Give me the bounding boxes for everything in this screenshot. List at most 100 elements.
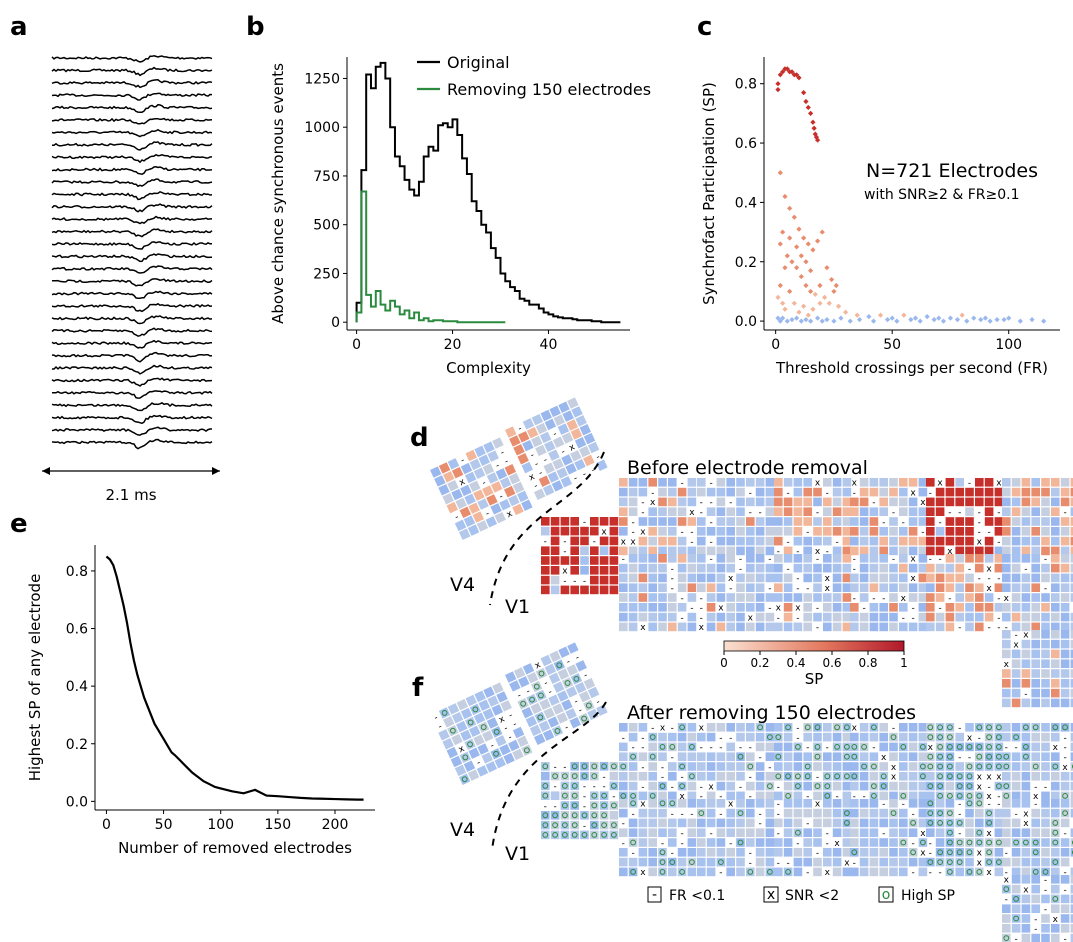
electrode-cell — [832, 478, 842, 487]
electrode-cell — [774, 752, 783, 761]
electrode-cell — [609, 820, 619, 830]
electrode-cell — [1070, 649, 1073, 659]
high-sp-mark — [996, 753, 1002, 760]
electrode-cell — [1051, 732, 1060, 742]
electrode-cell — [842, 742, 852, 752]
electrode-cell — [539, 431, 552, 444]
low-fr-mark: - — [739, 555, 742, 565]
high-sp-mark — [920, 839, 926, 846]
electrode-cell — [813, 791, 822, 801]
electrode-cell — [813, 752, 822, 761]
electrode-cell — [560, 830, 570, 840]
electrode-cell — [590, 526, 599, 536]
electrode-cell — [590, 566, 599, 575]
electrode-cell — [765, 478, 775, 487]
electrode-cell — [706, 583, 716, 592]
low-fr-mark: - — [671, 809, 674, 819]
electrode-cell — [1011, 772, 1021, 781]
electrode-cell — [823, 857, 832, 867]
electrode-cell — [736, 622, 745, 632]
high-sp-mark — [591, 812, 598, 819]
electrode-cell — [638, 517, 648, 526]
electrode-cell — [869, 546, 879, 556]
high-sp-mark — [659, 859, 666, 865]
high-sp-mark — [920, 773, 926, 780]
low-fr-mark: - — [758, 809, 761, 819]
electrode-cell — [726, 762, 735, 771]
electrode-cell — [648, 791, 657, 801]
electrode-cell — [945, 563, 955, 573]
electrode-cell — [687, 867, 697, 877]
electrode-cell — [984, 808, 994, 818]
low-snr-mark: x — [920, 498, 926, 508]
electrode-cell — [975, 838, 984, 847]
electrode-cell — [509, 435, 521, 447]
electrode-cell — [450, 755, 463, 768]
electrode-cell — [774, 583, 783, 592]
low-fr-mark: - — [583, 802, 586, 812]
high-sp-mark — [591, 822, 598, 828]
electrode-cell — [1051, 828, 1060, 837]
electrode-cell — [1070, 554, 1073, 563]
waveform-trace — [51, 327, 213, 337]
electrode-cell — [975, 487, 984, 497]
electrode-cell — [1070, 791, 1073, 801]
low-fr-mark: - — [565, 657, 572, 667]
low-fr-mark: - — [1034, 782, 1037, 792]
y-tick-label: 0.0 — [735, 314, 757, 330]
electrode-cell — [945, 612, 955, 622]
electrode-cell — [668, 517, 677, 526]
low-fr-mark: - — [507, 733, 514, 743]
electrode-cell — [1070, 583, 1073, 592]
electrode-cell — [879, 867, 888, 877]
electrode-cell — [842, 867, 852, 877]
electrode-cell — [918, 573, 928, 583]
electrode-cell — [658, 554, 667, 563]
electrode-cell — [1002, 688, 1011, 698]
electrode-cell — [975, 791, 984, 801]
low-fr-mark: - — [749, 773, 752, 783]
electrode-cell — [889, 781, 898, 791]
electrode-cell — [1002, 732, 1011, 742]
electrode-cell — [869, 573, 879, 583]
electrode-cell — [765, 781, 775, 791]
electrode-cell — [583, 699, 595, 712]
high-sp-mark — [493, 728, 500, 735]
electrode-cell — [517, 490, 529, 503]
scatter-point — [842, 309, 849, 315]
electrode-cell — [697, 848, 706, 857]
electrode-cell — [677, 867, 687, 877]
scatter-point — [784, 66, 790, 72]
electrode-cell — [1002, 772, 1011, 781]
low-fr-mark: - — [882, 594, 885, 604]
low-fr-mark: - — [433, 713, 440, 723]
waveform-trace — [51, 265, 213, 274]
low-fr-mark: - — [641, 508, 644, 518]
high-sp-mark — [564, 680, 571, 686]
high-sp-mark — [927, 724, 934, 731]
electrode-cell — [1031, 554, 1040, 563]
electrode-cell — [697, 554, 706, 563]
low-fr-mark: - — [641, 498, 644, 508]
high-sp-mark — [947, 869, 953, 875]
electrode-cell — [547, 471, 560, 483]
electrode-cell — [926, 546, 935, 556]
electrode-cell — [869, 867, 879, 877]
electrode-cell — [1031, 867, 1040, 877]
electrode-cell — [543, 462, 555, 474]
electrode-cell — [522, 418, 535, 430]
electrode-cell — [935, 732, 945, 742]
electrode-cell — [813, 818, 822, 828]
low-fr-mark: - — [709, 537, 712, 547]
low-fr-mark: - — [892, 724, 895, 734]
electrode-cell — [859, 554, 869, 563]
high-sp-mark — [1013, 839, 1019, 846]
electrode-cell — [1002, 536, 1011, 546]
electrode-cell — [746, 593, 755, 602]
electrode-cell — [889, 593, 898, 602]
scatter-point — [787, 205, 793, 211]
low-fr-mark: - — [777, 858, 780, 868]
electrode-cell — [583, 454, 595, 467]
high-sp-mark — [538, 692, 544, 699]
waveform-trace — [51, 92, 213, 101]
